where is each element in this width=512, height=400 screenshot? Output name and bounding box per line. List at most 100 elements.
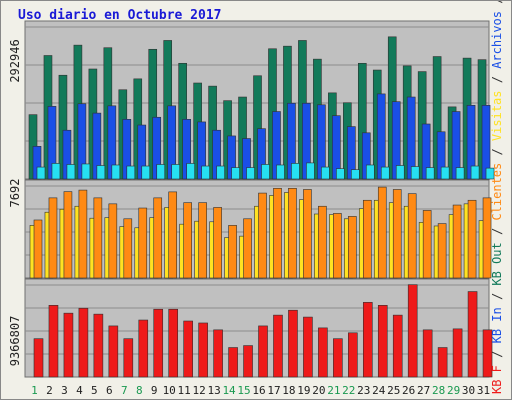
bar-kb-f-day-3	[63, 312, 74, 378]
bar-clientes-day-27	[422, 210, 432, 279]
legend-segment: Archivos	[490, 11, 504, 69]
bar-visitas-day-10	[171, 164, 181, 180]
day-label: 3	[61, 384, 68, 397]
bar-kb-f-day-16	[258, 325, 268, 378]
day-label: 7	[121, 384, 128, 397]
bar-clientes-day-9	[153, 197, 163, 279]
bar-clientes-day-28	[437, 223, 447, 279]
bar-visitas-day-5	[96, 165, 106, 180]
bar-visitas-day-20	[321, 166, 330, 180]
day-label: 31	[477, 384, 490, 397]
bar-kb-f-day-22	[348, 332, 358, 378]
bar-clientes-day-6	[108, 203, 118, 279]
day-label: 10	[163, 384, 176, 397]
bar-clientes-day-22	[348, 216, 357, 279]
bar-clientes-day-30	[467, 199, 477, 279]
bar-kb-f-day-25	[392, 314, 403, 378]
bar-visitas-day-3	[66, 164, 76, 180]
bar-kb-f-day-7	[123, 338, 134, 378]
bar-clientes-day-19	[303, 189, 312, 279]
bar-visitas-day-8	[141, 165, 151, 180]
bar-visitas-day-22	[351, 169, 360, 180]
legend-segment: /	[490, 221, 504, 243]
bar-kb-f-day-28	[437, 347, 448, 378]
bar-kb-f-day-30	[467, 291, 478, 378]
day-label: 6	[106, 384, 113, 397]
bar-clientes-day-8	[138, 207, 148, 279]
bar-visitas-day-17	[276, 164, 285, 180]
bar-kb-f-day-2	[48, 305, 59, 378]
bar-kb-f-day-29	[452, 328, 463, 378]
day-label: 21	[327, 384, 340, 397]
bar-clientes-day-29	[452, 204, 462, 279]
bar-visitas-day-11	[186, 163, 195, 180]
bar-clientes-day-21	[333, 213, 342, 279]
day-label: 5	[91, 384, 98, 397]
legend-segment: KB Out	[490, 242, 504, 285]
bar-clientes-day-31	[482, 197, 492, 279]
y-max-label-kbytes: 9366807	[8, 316, 22, 367]
day-label: 30	[462, 384, 475, 397]
bar-visitas-day-27	[425, 167, 435, 180]
bar-visitas-day-9	[156, 164, 166, 180]
bar-kb-f-day-5	[93, 313, 104, 378]
day-label: 11	[178, 384, 191, 397]
bar-kb-f-day-26	[407, 284, 418, 378]
day-label: 18	[282, 384, 295, 397]
bar-archivos-day-24	[376, 93, 386, 180]
right-legend: KB F / KB In / KB Out / Clientes / Visit…	[490, 1, 504, 394]
bar-clientes-day-12	[198, 202, 207, 279]
bar-kb-f-day-17	[273, 314, 283, 378]
bar-kb-f-day-14	[228, 347, 238, 378]
bar-visitas-day-30	[470, 165, 480, 180]
legend-segment: Visitas	[490, 90, 504, 141]
bar-clientes-day-1	[33, 219, 43, 279]
legend-segment: /	[490, 286, 504, 308]
bar-visitas-day-1	[36, 166, 46, 180]
bar-clientes-day-7	[123, 218, 133, 279]
bar-clientes-day-23	[362, 199, 372, 279]
bar-clientes-day-18	[288, 187, 297, 279]
bar-visitas-day-13	[216, 165, 225, 180]
bar-kb-f-day-6	[108, 325, 119, 378]
bar-visitas-day-23	[365, 164, 375, 180]
day-label: 24	[372, 384, 386, 397]
day-label: 4	[76, 384, 83, 397]
bar-clientes-day-24	[377, 186, 387, 279]
bar-clientes-day-16	[258, 192, 267, 279]
bar-kb-f-day-10	[168, 308, 179, 378]
bar-kb-f-day-15	[243, 345, 253, 378]
day-label: 17	[267, 384, 280, 397]
bar-visitas-day-31	[485, 167, 495, 180]
bar-clientes-day-4	[78, 189, 88, 279]
bar-visitas-day-29	[455, 167, 465, 180]
chart-title: Uso diario en Octubre 2017	[18, 8, 222, 23]
bar-visitas-day-26	[410, 166, 420, 180]
bar-visitas-day-28	[440, 166, 450, 180]
legend-segment: /	[490, 343, 504, 365]
day-label: 12	[193, 384, 206, 397]
bar-kb-f-day-4	[78, 307, 89, 378]
bar-kb-f-day-9	[153, 308, 164, 378]
day-label: 28	[432, 384, 445, 397]
bar-clientes-day-5	[93, 197, 103, 279]
day-label: 8	[136, 384, 143, 397]
day-label: 15	[237, 384, 250, 397]
day-label: 14	[222, 384, 236, 397]
bar-visitas-day-16	[261, 164, 270, 180]
bar-visitas-day-6	[111, 164, 121, 180]
bar-kb-f-day-21	[333, 338, 343, 378]
legend-segment: /	[490, 1, 504, 11]
day-label: 25	[387, 384, 400, 397]
bar-kb-f-day-31	[482, 329, 493, 378]
day-label: 26	[402, 384, 415, 397]
bar-visitas-day-7	[126, 165, 136, 180]
day-label: 1	[31, 384, 38, 397]
bar-kb-f-day-20	[318, 327, 328, 378]
day-label: 2	[46, 384, 53, 397]
bar-clientes-day-25	[392, 189, 402, 279]
bar-kb-f-day-24	[377, 305, 388, 378]
bar-kb-f-day-11	[183, 320, 193, 378]
bar-visitas-day-19	[306, 162, 315, 180]
